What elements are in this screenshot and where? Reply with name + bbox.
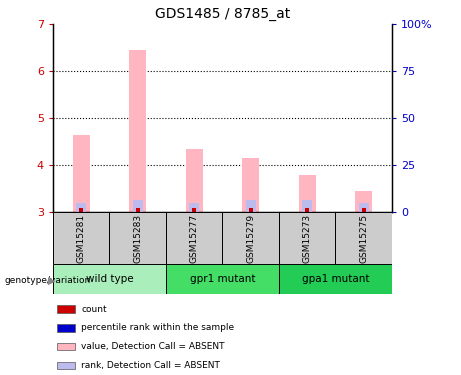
Text: GSM15279: GSM15279	[246, 214, 255, 262]
Bar	[53, 212, 110, 264]
Bar	[359, 202, 369, 212]
Bar	[305, 208, 309, 212]
Bar	[73, 135, 90, 212]
Bar	[57, 343, 75, 350]
Text: GSM15273: GSM15273	[302, 214, 312, 262]
Text: GSM15283: GSM15283	[133, 214, 142, 262]
Text: genotype/variation: genotype/variation	[5, 276, 91, 285]
Text: gpr1 mutant: gpr1 mutant	[189, 274, 255, 284]
Text: GSM15277: GSM15277	[189, 214, 199, 262]
Bar	[136, 208, 140, 212]
Bar	[299, 176, 316, 212]
Bar	[248, 208, 253, 212]
Text: gpa1 mutant: gpa1 mutant	[301, 274, 369, 284]
Bar	[192, 208, 196, 212]
Bar	[166, 264, 279, 294]
Text: GSM15281: GSM15281	[77, 214, 86, 262]
Bar	[246, 200, 256, 212]
Bar	[57, 305, 75, 313]
Bar	[133, 200, 143, 212]
Bar	[53, 264, 166, 294]
Bar	[76, 202, 86, 212]
Bar	[166, 212, 222, 264]
Title: GDS1485 / 8785_at: GDS1485 / 8785_at	[155, 7, 290, 21]
Bar	[355, 191, 372, 212]
Bar	[57, 362, 75, 369]
Bar	[279, 212, 336, 264]
Bar	[279, 264, 392, 294]
Bar	[110, 212, 166, 264]
Text: GSM15275: GSM15275	[359, 214, 368, 262]
Text: rank, Detection Call = ABSENT: rank, Detection Call = ABSENT	[82, 361, 220, 370]
Bar	[57, 324, 75, 332]
Bar	[302, 200, 312, 212]
Bar	[189, 202, 199, 212]
Bar	[336, 212, 392, 264]
Bar	[186, 148, 203, 212]
Text: percentile rank within the sample: percentile rank within the sample	[82, 323, 235, 332]
Bar	[222, 212, 279, 264]
Bar	[361, 208, 366, 212]
Bar	[129, 50, 146, 212]
Text: count: count	[82, 304, 107, 313]
Text: value, Detection Call = ABSENT: value, Detection Call = ABSENT	[82, 342, 225, 351]
Text: wild type: wild type	[86, 274, 133, 284]
Bar	[79, 208, 83, 212]
Text: ▶: ▶	[48, 276, 56, 285]
Bar	[242, 158, 259, 212]
